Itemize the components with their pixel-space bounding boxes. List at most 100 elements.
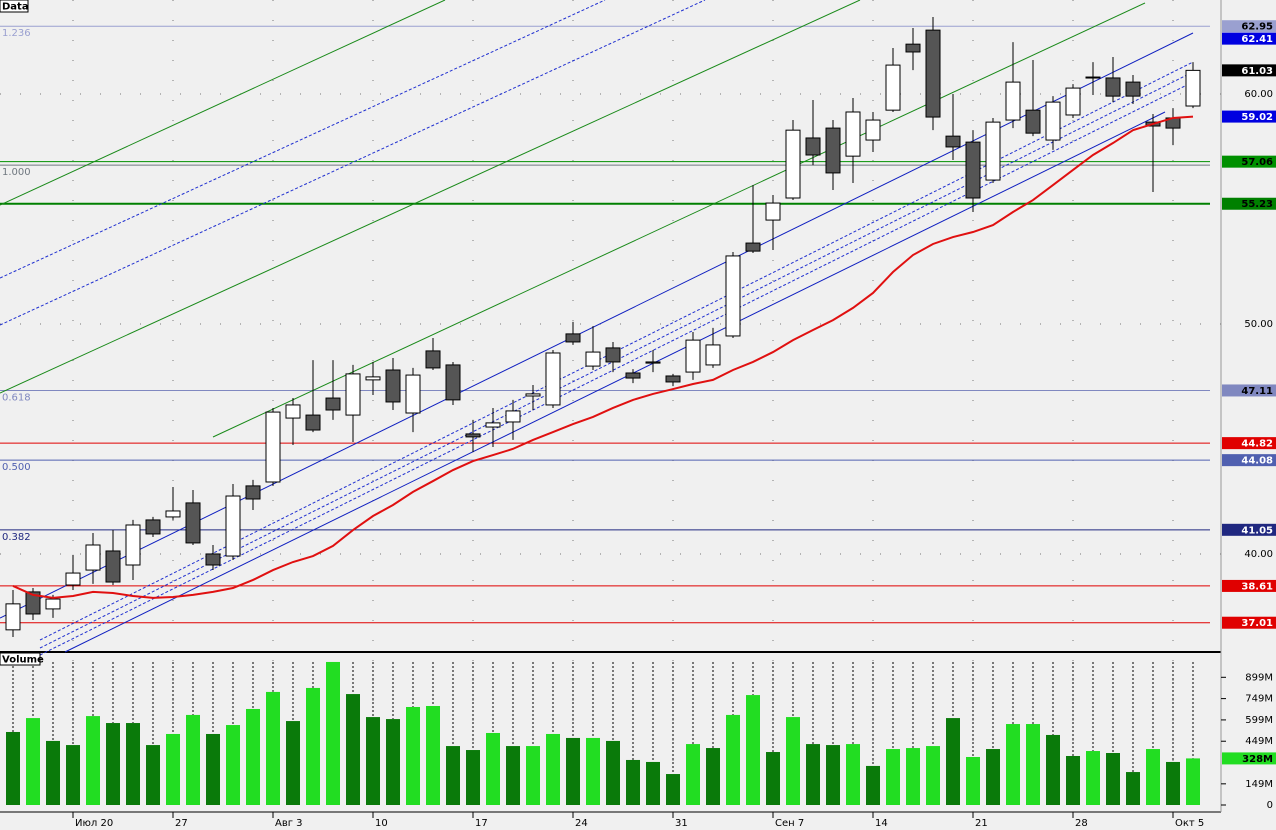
x-tick-label: Окт 5 xyxy=(1175,818,1204,829)
level-value: 62.95 xyxy=(1241,22,1273,33)
volume-bar xyxy=(426,705,440,805)
level-value: 41.05 xyxy=(1241,525,1273,536)
marker-value: 62.41 xyxy=(1241,34,1273,45)
channel-line xyxy=(212,2,1146,438)
volume-value-box xyxy=(1222,752,1276,765)
level-value: 44.08 xyxy=(1241,456,1273,467)
candle-body xyxy=(1125,81,1141,97)
volume-bar xyxy=(1086,751,1100,805)
volume-bar xyxy=(26,718,40,805)
volume-bar xyxy=(966,756,980,805)
level-value: 38.61 xyxy=(1241,581,1273,592)
candle-body xyxy=(465,433,481,438)
volume-bar xyxy=(866,765,880,805)
channel-line xyxy=(0,0,446,206)
volume-bar xyxy=(446,746,460,805)
x-tick-label: 17 xyxy=(475,818,488,829)
candle-body xyxy=(765,202,781,221)
level-value-box xyxy=(1222,579,1276,592)
volume-bar xyxy=(166,733,180,805)
volume-bar xyxy=(1046,734,1060,805)
candle-body xyxy=(445,364,461,401)
volume-bar xyxy=(106,723,120,805)
volume-bar xyxy=(786,717,800,805)
candle-body xyxy=(645,361,661,364)
candle-body xyxy=(105,550,121,583)
volume-bar xyxy=(366,717,380,805)
volume-bar xyxy=(646,761,660,805)
level-value: 44.82 xyxy=(1241,439,1273,450)
candle-body xyxy=(925,29,941,118)
y-tick-label: 0 xyxy=(1267,800,1273,811)
level-value: 55.23 xyxy=(1241,199,1273,210)
volume-bar xyxy=(306,687,320,805)
candle-body xyxy=(145,519,161,535)
candle-body xyxy=(1005,81,1021,121)
candle-body xyxy=(325,397,341,411)
title-box xyxy=(0,652,41,666)
x-tick-label: 31 xyxy=(675,818,688,829)
candle-body xyxy=(305,414,321,431)
channel-line xyxy=(0,0,706,326)
marker-value-box xyxy=(1222,32,1276,45)
volume-bar xyxy=(1066,755,1080,805)
level-value-box xyxy=(1222,523,1276,536)
candle-body xyxy=(905,43,921,53)
channel-line xyxy=(0,0,606,279)
candle-body xyxy=(825,127,841,174)
candle-body xyxy=(725,255,741,337)
candle-body xyxy=(65,572,81,586)
x-tick-label: 21 xyxy=(975,818,988,829)
candle-body xyxy=(885,64,901,111)
pane-title: Volume xyxy=(2,655,44,666)
volume-bar xyxy=(566,737,580,805)
candle-body xyxy=(1105,77,1121,97)
volume-bar xyxy=(126,723,140,805)
candle-body xyxy=(285,404,301,419)
y-tick-label: 50.00 xyxy=(1244,319,1273,330)
x-tick-label: 28 xyxy=(1075,818,1088,829)
last-close: 61.03 xyxy=(1241,66,1273,77)
volume-bar xyxy=(1106,753,1120,805)
level-value: 47.11 xyxy=(1241,386,1273,397)
candle-body xyxy=(25,591,41,615)
volume-value: 328M xyxy=(1242,754,1273,765)
volume-bar xyxy=(706,748,720,805)
candle-body xyxy=(805,137,821,156)
candle-body xyxy=(165,510,181,518)
volume-bar xyxy=(586,737,600,805)
volume-bar xyxy=(506,746,520,805)
candle-body xyxy=(525,393,541,397)
level-value-box xyxy=(1222,616,1276,629)
volume-bar xyxy=(806,744,820,805)
volume-bar xyxy=(386,719,400,805)
fib-label: 0.618 xyxy=(2,392,31,403)
x-tick-label: Авг 3 xyxy=(275,818,303,829)
candle-body xyxy=(865,119,881,141)
title-box xyxy=(0,0,29,13)
level-value-box xyxy=(1222,437,1276,450)
x-tick-label: 10 xyxy=(375,818,388,829)
candle-body xyxy=(485,422,501,428)
candle-body xyxy=(265,411,281,483)
candle-body xyxy=(625,372,641,379)
candle-body xyxy=(685,339,701,373)
candle-body xyxy=(205,553,221,566)
volume-bar xyxy=(666,774,680,805)
candle-body xyxy=(745,242,761,252)
x-tick-label: Июл 20 xyxy=(75,818,113,829)
volume-bar xyxy=(686,744,700,805)
candle-body xyxy=(225,495,241,557)
candle-body xyxy=(345,373,361,416)
volume-bar xyxy=(886,749,900,805)
volume-bar xyxy=(326,661,340,805)
candle-body xyxy=(845,111,861,157)
volume-bar xyxy=(146,745,160,805)
last-close-box xyxy=(1222,64,1276,77)
volume-bar xyxy=(946,718,960,805)
volume-bar xyxy=(846,744,860,805)
volume-bar xyxy=(526,746,540,805)
